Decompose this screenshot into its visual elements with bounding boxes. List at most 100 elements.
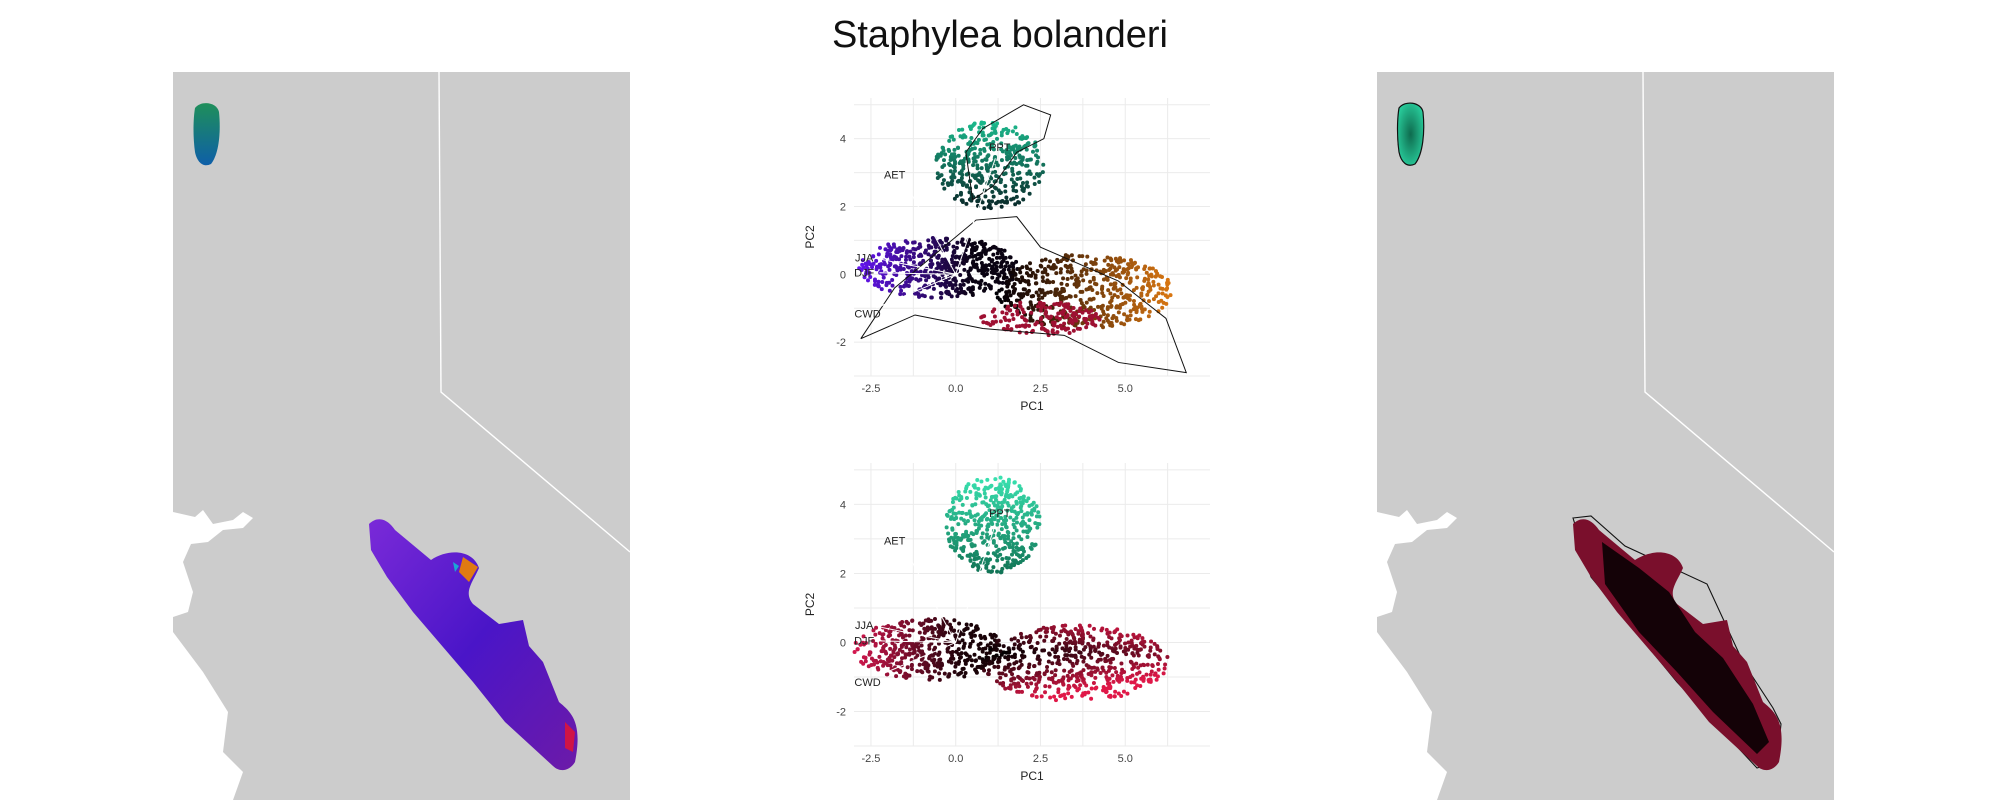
- point: [994, 186, 999, 191]
- point: [1076, 631, 1081, 636]
- point: [1106, 262, 1111, 267]
- point: [960, 135, 965, 140]
- point: [952, 541, 957, 546]
- point: [1024, 163, 1029, 168]
- point: [979, 479, 984, 484]
- point: [1043, 684, 1048, 689]
- point: [898, 265, 903, 270]
- point: [1016, 200, 1021, 205]
- point: [991, 565, 996, 570]
- point: [909, 667, 914, 672]
- point: [1102, 258, 1107, 263]
- coast-water: [173, 632, 243, 800]
- point: [1067, 330, 1072, 335]
- point: [944, 265, 949, 270]
- point: [905, 240, 910, 245]
- point: [1122, 258, 1127, 263]
- point: [918, 244, 923, 249]
- point: [985, 486, 990, 491]
- point: [894, 661, 899, 666]
- point: [1004, 148, 1009, 153]
- point: [960, 547, 965, 552]
- point: [993, 477, 998, 482]
- point: [1070, 673, 1075, 678]
- point: [1006, 267, 1011, 272]
- point: [1019, 295, 1024, 300]
- south-range-core: [1602, 542, 1769, 754]
- point: [875, 660, 880, 665]
- coast-water: [1377, 632, 1447, 800]
- point: [1027, 634, 1032, 639]
- point: [1057, 302, 1062, 307]
- point: [1131, 653, 1136, 658]
- point: [1006, 477, 1011, 482]
- point: [947, 539, 952, 544]
- x-tick-label: 0.0: [948, 753, 963, 765]
- point: [976, 198, 981, 203]
- point: [1075, 688, 1080, 693]
- point: [994, 264, 999, 269]
- point: [888, 646, 893, 651]
- point: [871, 628, 876, 633]
- point: [1142, 266, 1147, 271]
- point: [968, 288, 973, 293]
- point: [949, 625, 954, 630]
- point: [1004, 151, 1009, 156]
- point: [988, 284, 993, 289]
- point: [1135, 275, 1140, 280]
- point: [970, 279, 975, 284]
- point: [983, 281, 988, 286]
- point: [1163, 662, 1168, 667]
- point: [948, 650, 953, 655]
- point: [985, 527, 990, 532]
- point: [1018, 270, 1023, 275]
- point: [988, 647, 993, 652]
- state-border: [1642, 72, 1834, 553]
- point: [1117, 275, 1122, 280]
- y-tick-label: 4: [840, 499, 846, 511]
- point: [1123, 641, 1128, 646]
- point: [1012, 281, 1017, 286]
- point: [1002, 275, 1007, 280]
- point: [899, 656, 904, 661]
- point: [993, 319, 998, 324]
- point: [1105, 681, 1110, 686]
- point: [865, 266, 870, 271]
- point: [934, 157, 939, 162]
- point: [1093, 648, 1098, 653]
- point: [892, 244, 897, 249]
- point: [967, 654, 972, 659]
- point: [974, 556, 979, 561]
- point: [1061, 276, 1066, 281]
- point: [1056, 311, 1061, 316]
- point: [1058, 270, 1063, 275]
- point: [990, 142, 995, 147]
- point: [1010, 552, 1015, 557]
- point: [1138, 647, 1143, 652]
- point: [906, 284, 911, 289]
- point: [985, 154, 990, 159]
- point: [867, 652, 872, 657]
- point: [1075, 326, 1080, 331]
- point: [945, 181, 950, 186]
- point: [953, 154, 958, 159]
- point: [942, 186, 947, 191]
- point: [1006, 662, 1011, 667]
- point: [983, 251, 988, 256]
- point: [949, 294, 954, 299]
- point: [955, 294, 960, 299]
- point: [962, 267, 967, 272]
- point: [947, 282, 952, 287]
- point: [957, 498, 962, 503]
- point: [1092, 665, 1097, 670]
- point: [1100, 291, 1105, 296]
- point: [940, 165, 945, 170]
- point: [888, 262, 893, 267]
- point: [995, 507, 1000, 512]
- point: [1015, 490, 1020, 495]
- point: [1063, 648, 1068, 653]
- point: [1028, 645, 1033, 650]
- point: [1033, 275, 1038, 280]
- point: [1046, 659, 1051, 664]
- point: [883, 661, 888, 666]
